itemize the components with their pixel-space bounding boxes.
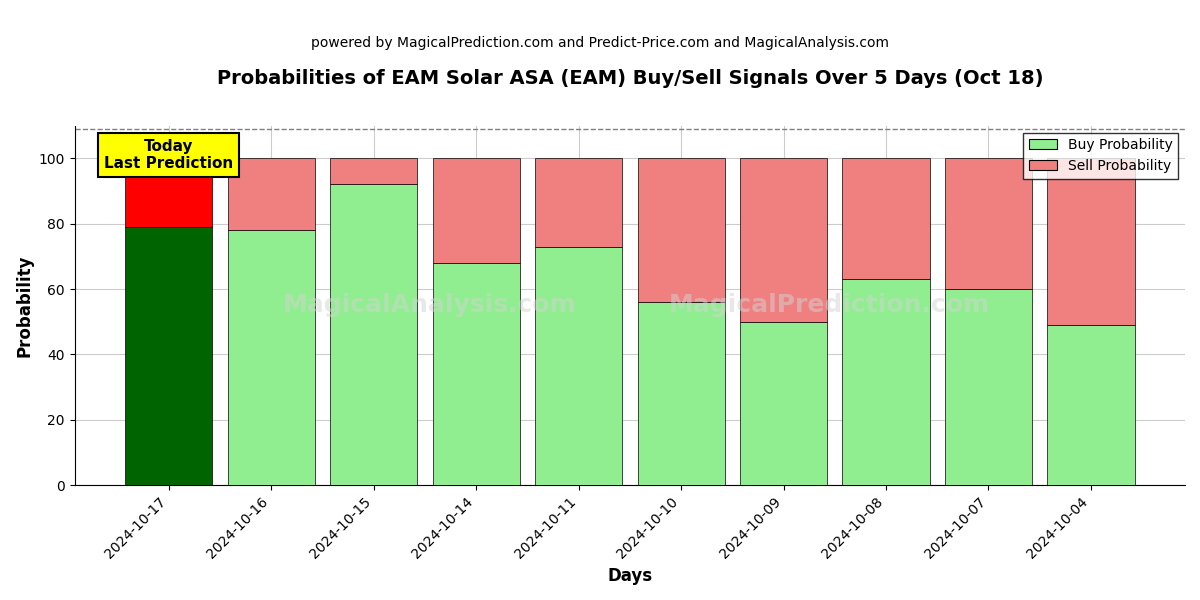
- Text: Today
Last Prediction: Today Last Prediction: [104, 139, 233, 171]
- Text: MagicalPrediction.com: MagicalPrediction.com: [670, 293, 990, 317]
- Bar: [228, 158, 314, 230]
- Bar: [740, 158, 827, 322]
- Bar: [535, 158, 622, 247]
- Bar: [228, 230, 314, 485]
- Text: powered by MagicalPrediction.com and Predict-Price.com and MagicalAnalysis.com: powered by MagicalPrediction.com and Pre…: [311, 36, 889, 50]
- X-axis label: Days: Days: [607, 567, 653, 585]
- Bar: [330, 184, 418, 485]
- Bar: [432, 158, 520, 263]
- Bar: [125, 158, 212, 227]
- Bar: [1048, 325, 1134, 485]
- Bar: [432, 263, 520, 485]
- Bar: [842, 158, 930, 279]
- Bar: [740, 322, 827, 485]
- Bar: [637, 158, 725, 302]
- Text: MagicalAnalysis.com: MagicalAnalysis.com: [283, 293, 577, 317]
- Y-axis label: Probability: Probability: [16, 254, 34, 356]
- Bar: [125, 227, 212, 485]
- Bar: [944, 289, 1032, 485]
- Legend: Buy Probability, Sell Probability: Buy Probability, Sell Probability: [1024, 133, 1178, 179]
- Bar: [330, 158, 418, 184]
- Bar: [637, 302, 725, 485]
- Bar: [842, 279, 930, 485]
- Bar: [1048, 158, 1134, 325]
- Bar: [535, 247, 622, 485]
- Title: Probabilities of EAM Solar ASA (EAM) Buy/Sell Signals Over 5 Days (Oct 18): Probabilities of EAM Solar ASA (EAM) Buy…: [216, 69, 1043, 88]
- Bar: [944, 158, 1032, 289]
